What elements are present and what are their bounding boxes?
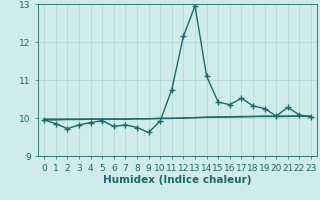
X-axis label: Humidex (Indice chaleur): Humidex (Indice chaleur): [103, 175, 252, 185]
